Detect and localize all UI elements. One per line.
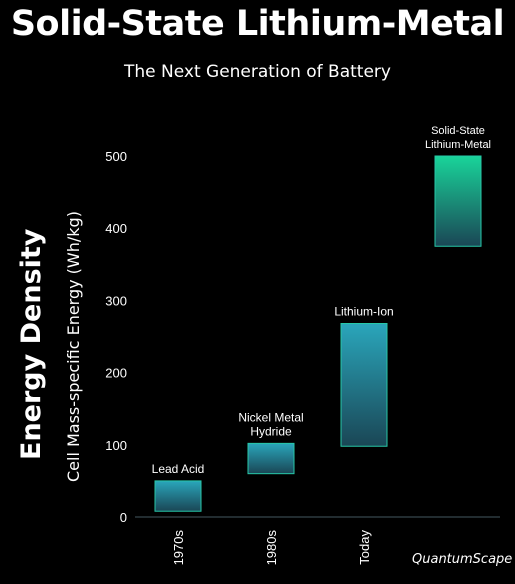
bar-lithium-ion	[340, 323, 388, 447]
bar-label: Solid-State Lithium-Metal	[425, 125, 491, 151]
x-tick-label: Today	[357, 530, 372, 565]
bar-nickel-metal-hydride	[247, 442, 295, 475]
y-tick-label: 500	[105, 149, 127, 164]
bar-solid-state-lithium-metal	[434, 155, 482, 247]
x-tick-label: 1980s	[264, 530, 279, 566]
y-tick-label: 0	[120, 510, 127, 525]
y-tick-label: 100	[105, 438, 127, 453]
y-tick-label: 400	[105, 221, 127, 236]
x-tick-label: 1970s	[171, 530, 186, 566]
chart-subtitle: The Next Generation of Battery	[124, 62, 391, 82]
bar-label: Lead Acid	[152, 462, 205, 476]
bar-label: Lithium-Ion	[334, 305, 393, 319]
y-tick-label: 200	[105, 366, 127, 381]
bar-label: Nickel Metal Hydride	[238, 410, 303, 438]
chart-title: Solid-State Lithium-Metal	[10, 4, 505, 44]
quantumscape-logo: QuantumScape	[412, 552, 513, 567]
bar-lead-acid	[154, 480, 202, 512]
y-tick-label: 300	[105, 293, 127, 308]
